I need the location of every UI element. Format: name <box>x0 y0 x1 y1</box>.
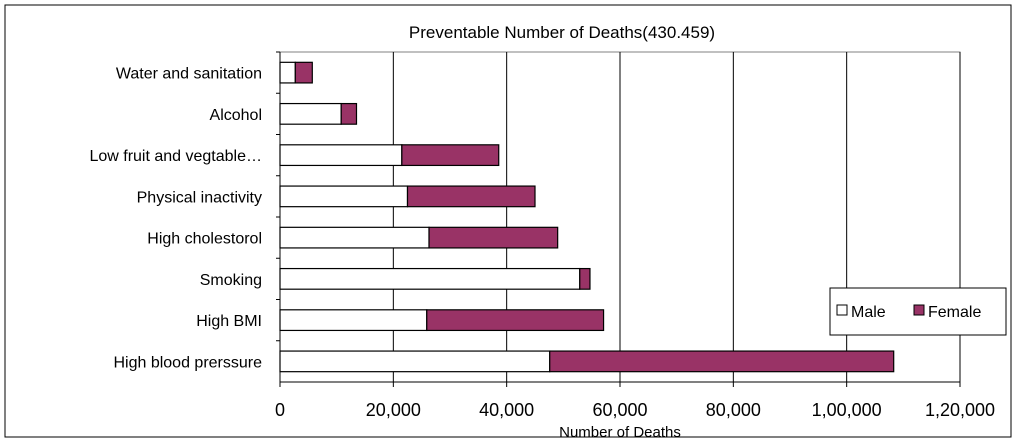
x-tick-label: 80,000 <box>706 400 761 420</box>
legend-swatch-male <box>836 304 848 316</box>
x-tick-label: 40,000 <box>479 400 534 420</box>
y-tick-label: High cholestorol <box>147 231 262 248</box>
x-tick-label: 60,000 <box>592 400 647 420</box>
bar-male <box>279 61 296 84</box>
y-tick-label: High blood prerssure <box>113 354 262 371</box>
y-tick-label: Smoking <box>200 272 262 289</box>
x-tick-label: 20,000 <box>366 400 421 420</box>
x-axis-labels: 0 20,000 40,000 60,000 80,000 1,00,000 1,20,00… <box>275 382 995 420</box>
legend-label-female: Female <box>928 304 981 321</box>
bar-female <box>406 185 536 208</box>
chart-title: Preventable Number of Deaths(430.459) <box>409 23 715 42</box>
bar-male <box>279 350 551 373</box>
bar-male <box>279 102 342 125</box>
y-tick-label: High BMI <box>196 313 262 330</box>
y-tick-label: Physical inactivity <box>137 189 262 206</box>
bar-male <box>279 309 428 332</box>
legend-swatch-female <box>913 304 925 316</box>
bar-female <box>340 102 358 125</box>
x-tick-label: 1,20,000 <box>925 400 995 420</box>
bars <box>279 61 895 373</box>
y-axis-labels: Water and sanitation Alcohol Low fruit and… <box>89 51 280 371</box>
x-axis-title: Number of Deaths <box>559 424 681 441</box>
y-tick-label: Water and sanitation <box>116 66 262 83</box>
bar-male <box>279 185 409 208</box>
bar-female <box>549 350 895 373</box>
bar-female <box>426 309 605 332</box>
bar-male <box>279 144 403 167</box>
bar-female <box>428 226 559 249</box>
bar-male <box>279 226 430 249</box>
bar-female <box>579 267 591 290</box>
legend: Male Female <box>829 287 1007 336</box>
bar-female <box>401 144 500 167</box>
bar-female <box>294 61 313 84</box>
x-tick-label: 0 <box>275 400 285 420</box>
legend-label-male: Male <box>851 304 886 321</box>
y-tick-label: Alcohol <box>210 107 262 124</box>
y-tick-label: Low fruit and vegtable… <box>89 148 262 165</box>
x-tick-label: 1,00,000 <box>812 400 882 420</box>
bar-male <box>279 267 581 290</box>
